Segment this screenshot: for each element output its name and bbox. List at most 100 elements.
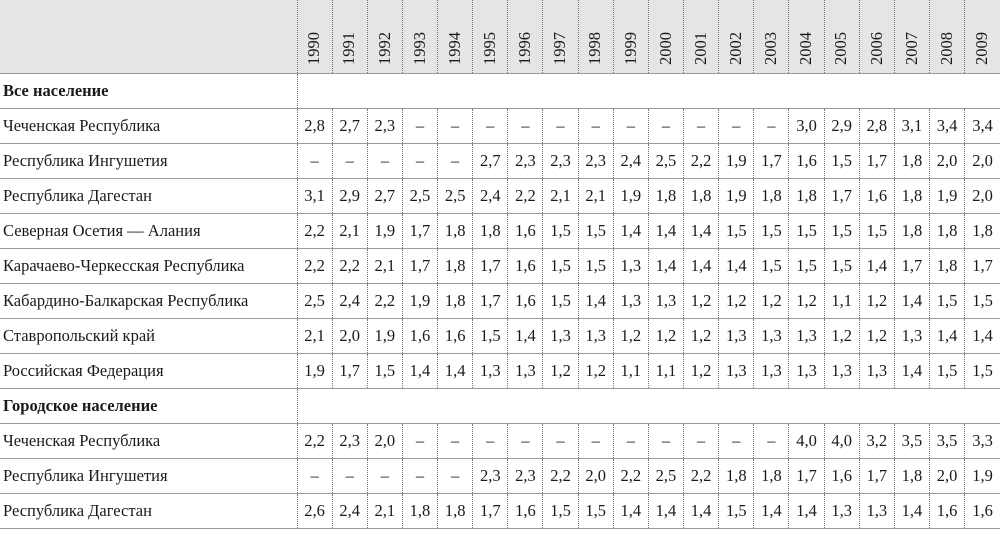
value-cell: 1,3 <box>472 353 508 389</box>
value-cell: 2,3 <box>507 458 543 494</box>
value-cell: 1,3 <box>823 493 860 529</box>
year-header: 1991 <box>331 0 368 74</box>
value-cell: 1,7 <box>472 493 508 529</box>
value-cell: 1,9 <box>401 283 438 319</box>
value-cell: 2,8 <box>858 108 895 144</box>
value-cell: 1,4 <box>612 213 649 249</box>
value-cell: 1,7 <box>964 248 1000 284</box>
value-cell: 1,5 <box>577 248 614 284</box>
value-cell: 3,1 <box>296 178 333 214</box>
value-cell: 1,2 <box>647 318 684 354</box>
value-cell: 1,6 <box>507 493 543 529</box>
value-cell: – <box>507 423 543 459</box>
year-header: 2001 <box>683 0 719 74</box>
value-cell: 1,8 <box>437 213 473 249</box>
value-cell: 1,3 <box>788 353 825 389</box>
year-header: 2002 <box>718 0 754 74</box>
value-cell: 2,2 <box>683 143 719 179</box>
value-cell: 2,1 <box>296 318 333 354</box>
value-cell: 4,0 <box>823 423 860 459</box>
value-cell: 1,2 <box>542 353 579 389</box>
year-label: 2001 <box>690 32 710 65</box>
section-blank <box>296 388 1000 424</box>
year-header: 2003 <box>753 0 789 74</box>
value-cell: – <box>577 423 614 459</box>
value-cell: 1,4 <box>964 318 1000 354</box>
year-label: 2000 <box>655 32 675 65</box>
value-cell: 1,8 <box>683 178 719 214</box>
value-cell: 2,3 <box>577 143 614 179</box>
value-cell: 2,5 <box>401 178 438 214</box>
value-cell: 2,1 <box>331 213 368 249</box>
year-label: 1991 <box>339 32 359 65</box>
value-cell: 1,6 <box>788 143 825 179</box>
value-cell: – <box>612 108 649 144</box>
value-cell: 1,7 <box>893 248 930 284</box>
value-cell: 1,5 <box>577 213 614 249</box>
value-cell: 1,3 <box>612 248 649 284</box>
value-cell: 2,3 <box>472 458 508 494</box>
year-label: 2009 <box>972 32 992 65</box>
value-cell: 2,2 <box>296 213 333 249</box>
value-cell: 2,7 <box>331 108 368 144</box>
value-cell: 1,5 <box>929 353 965 389</box>
value-cell: 1,3 <box>893 318 930 354</box>
year-label: 2004 <box>796 32 816 65</box>
value-cell: 1,8 <box>929 213 965 249</box>
value-cell: 1,5 <box>929 283 965 319</box>
value-cell: 1,4 <box>893 283 930 319</box>
year-header: 2006 <box>858 0 895 74</box>
year-header: 1990 <box>296 0 333 74</box>
value-cell: 1,8 <box>753 458 789 494</box>
row-label: Чеченская Республика <box>0 423 298 459</box>
value-cell: – <box>472 108 508 144</box>
value-cell: 1,5 <box>788 248 825 284</box>
corner-cell <box>0 0 297 74</box>
value-cell: 1,3 <box>542 318 579 354</box>
value-cell: 1,8 <box>893 178 930 214</box>
year-header: 2009 <box>964 0 1000 74</box>
data-row: Российская Федерация 1,9 1,7 1,5 1,4 1,4 1,3 1,… <box>0 353 1000 389</box>
section-row: Все население <box>0 73 1000 109</box>
year-label: 1992 <box>374 32 394 65</box>
value-cell: 1,7 <box>823 178 860 214</box>
value-cell: 1,2 <box>753 283 789 319</box>
value-cell: 2,7 <box>366 178 403 214</box>
section-title: Городское население <box>0 388 298 424</box>
value-cell: 1,5 <box>788 213 825 249</box>
value-cell: 1,8 <box>788 178 825 214</box>
value-cell: 1,4 <box>893 493 930 529</box>
value-cell: 2,2 <box>366 283 403 319</box>
year-header: 2000 <box>647 0 684 74</box>
value-cell: 2,1 <box>366 248 403 284</box>
year-header: 1992 <box>366 0 403 74</box>
value-cell: 1,2 <box>577 353 614 389</box>
value-cell: 1,6 <box>507 283 543 319</box>
data-row: Республика Дагестан 3,1 2,9 2,7 2,5 2,5 2,4 2,2… <box>0 178 1000 214</box>
value-cell: – <box>647 108 684 144</box>
value-cell: 1,5 <box>823 248 860 284</box>
value-cell: – <box>753 423 789 459</box>
value-cell: 1,6 <box>437 318 473 354</box>
data-row: Чеченская Республика 2,8 2,7 2,3– – – – – – – – – – –… <box>0 108 1000 144</box>
value-cell: 1,6 <box>507 248 543 284</box>
value-cell: 1,4 <box>929 318 965 354</box>
value-cell: 1,9 <box>366 213 403 249</box>
value-cell: 1,9 <box>718 143 754 179</box>
value-cell: 2,5 <box>647 458 684 494</box>
value-cell: 1,2 <box>683 353 719 389</box>
data-row: Республика Ингушетия – – – – –2,3 2,3 2,2 2,0 2,2… <box>0 458 1000 494</box>
value-cell: – <box>437 423 473 459</box>
value-cell: 1,6 <box>823 458 860 494</box>
row-label: Чеченская Республика <box>0 108 298 144</box>
row-label: Республика Ингушетия <box>0 458 298 494</box>
value-cell: 3,4 <box>964 108 1000 144</box>
value-cell: – <box>401 108 438 144</box>
value-cell: – <box>401 458 438 494</box>
value-cell: 1,7 <box>753 143 789 179</box>
section-blank <box>296 73 1000 109</box>
row-label: Республика Ингушетия <box>0 143 298 179</box>
value-cell: 2,5 <box>647 143 684 179</box>
section-row: Городское население <box>0 388 1000 424</box>
value-cell: 2,2 <box>296 248 333 284</box>
